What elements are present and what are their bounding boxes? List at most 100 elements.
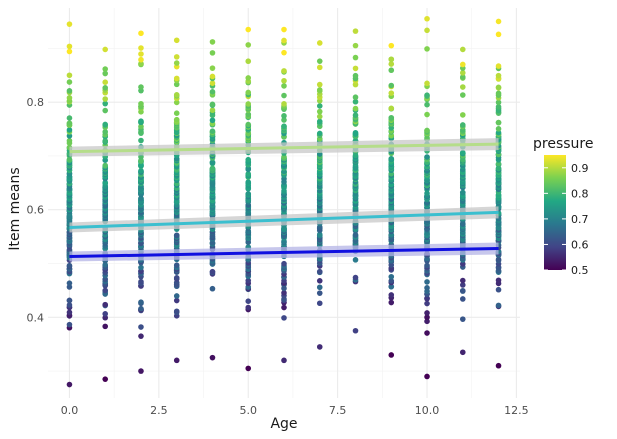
scatter-point [102,262,109,268]
scatter-point [102,301,109,308]
scatter-point [424,318,430,325]
scatter-point [245,365,252,372]
scatter-point [245,111,252,118]
scatter-point [281,68,287,74]
scatter-point [245,26,252,33]
scatter-point [173,232,180,239]
scatter-point [495,277,502,284]
scatter-point [173,297,180,304]
scatter-point [495,126,502,132]
scatter-point [316,290,323,296]
scatter-point [138,264,144,271]
scatter-point [388,82,395,89]
scatter-point [424,111,430,118]
scatter-point [388,352,395,358]
scatter-point [66,72,73,79]
scatter-point [388,61,395,67]
scatter-point [424,92,430,98]
x-tick-label: 0.0 [61,404,79,417]
scatter-point [281,117,287,123]
scatter-point [424,15,430,22]
scatter-point [281,260,287,267]
scatter-point [209,50,216,56]
scatter-point [138,56,144,63]
x-axis-label: Age [270,416,297,432]
scatter-point [102,162,109,169]
scatter-point [352,54,359,61]
scatter-point [352,42,359,49]
scatter-point [173,60,180,66]
scatter-point [316,277,323,284]
scatter-point [316,130,323,137]
scatter-point [495,160,502,167]
scatter-point [173,116,180,123]
scatter-point [459,112,466,118]
scatter-point [102,96,109,102]
y-axis-ticks: 0.4 0.6 0.8 [27,96,45,324]
scatter-point [138,60,144,67]
scatter-point [281,123,287,130]
scatter-point [352,28,359,34]
scatter-point [281,154,287,160]
scatter-point [352,274,359,281]
scatter-point [281,113,287,119]
scatter-point [281,37,287,44]
scatter-point [459,282,466,288]
scatter-point [102,85,109,91]
scatter-point [173,81,180,88]
scatter-point [66,127,73,133]
scatter-point [138,100,144,107]
legend-tick-label: 0.9 [571,162,589,175]
scatter-point [388,292,395,298]
scatter-point [138,278,144,285]
scatter-point [424,279,430,285]
scatter-point [102,70,109,77]
scatter-point [209,65,216,71]
scatter-point [388,90,395,96]
scatter-point [388,67,395,74]
scatter-point [495,63,502,69]
scatter-point [352,72,359,79]
scatter-point [66,381,73,388]
scatter-point [209,101,216,108]
scatter-point [459,296,466,302]
scatter-point [424,154,430,160]
scatter-point [209,268,216,275]
legend-colorbar [544,155,566,270]
scatter-point [66,309,73,316]
scatter-point [459,261,466,267]
scatter-point [245,284,252,290]
scatter-point [209,117,216,124]
scatter-point [138,51,144,57]
scatter-point [173,99,180,106]
scatter-point [102,314,109,321]
scatter-point [173,275,180,281]
scatter-point [102,376,109,382]
scatter-point [209,165,216,172]
scatter-point [459,46,466,53]
scatter-point [459,70,466,76]
scatter-point [316,300,323,307]
scatter-point [66,21,73,27]
y-tick-label: 0.8 [27,96,45,109]
scatter-point [495,90,502,97]
scatter-point [316,344,323,350]
scatter-point [388,299,395,306]
scatter-point [388,273,395,280]
scatter-point [281,49,287,56]
scatter-point [245,171,252,177]
legend-tick-label: 0.6 [571,238,589,251]
scatter-point [424,310,430,316]
scatter-point [245,121,252,128]
scatter-point [245,304,252,311]
scatter-point [102,46,109,53]
scatter-point [281,77,287,84]
scatter-point [173,110,180,117]
scatter-point [209,89,216,95]
scatter-point [388,156,395,162]
scatter-point [173,357,180,364]
scatter-point [66,88,73,94]
scatter-point [281,304,287,311]
scatter-point [495,362,502,369]
y-tick-label: 0.6 [27,204,45,217]
